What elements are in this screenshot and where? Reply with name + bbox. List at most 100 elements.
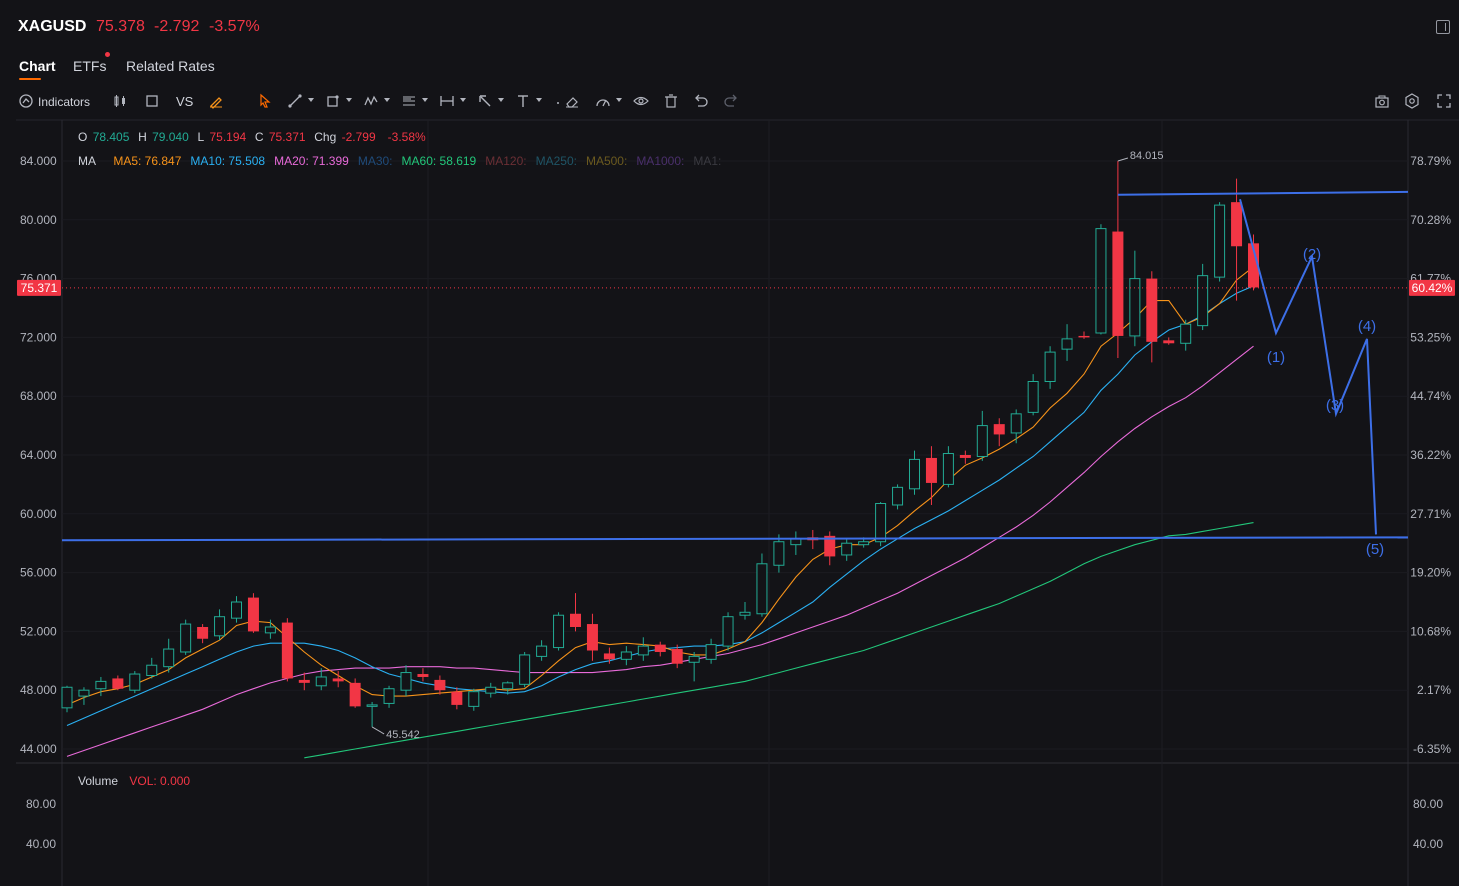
fib-icon[interactable] [401, 93, 417, 109]
candle [214, 609, 226, 641]
trend-line-icon[interactable] [287, 93, 303, 109]
y-tick-label-right: 2.17% [1417, 683, 1451, 697]
candle-body [942, 453, 954, 485]
candle [536, 640, 548, 661]
y-tick-label-left: 72.000 [20, 330, 57, 344]
candle-body [349, 682, 361, 707]
candle-body [61, 686, 73, 709]
last-percent-tag-label: 60.42% [1412, 281, 1453, 295]
trend-line-caret-icon[interactable] [308, 98, 314, 102]
ohlc-chg-label: Chg [314, 130, 337, 144]
y-tick-label-left: 60.000 [20, 507, 57, 521]
collapse-panel-icon[interactable] [1436, 20, 1450, 34]
candle [95, 676, 107, 697]
ma20-line [66, 345, 1254, 757]
candle [705, 638, 717, 664]
moving-average-lines [66, 266, 1254, 759]
ohlc-h-label: H [138, 130, 147, 144]
eraser-icon[interactable] [564, 93, 580, 109]
settings-icon[interactable] [1404, 93, 1420, 109]
candle-body [1231, 202, 1243, 247]
candle [892, 484, 904, 510]
ma-legend-item[interactable]: MA60: 58.619 [401, 154, 477, 168]
camera-icon[interactable] [1374, 93, 1390, 109]
y-tick-label-right: 53.25% [1410, 330, 1451, 344]
candle [366, 701, 378, 727]
redo-icon[interactable] [723, 93, 739, 109]
gauge-caret-icon[interactable] [616, 98, 622, 102]
candle-body [773, 541, 785, 566]
candle-body [620, 651, 632, 660]
volume-legend: Volume VOL: 0.000 [78, 774, 192, 788]
eye-icon[interactable] [633, 93, 649, 109]
y-tick-label-right: 44.74% [1410, 389, 1451, 403]
undo-icon[interactable] [693, 93, 709, 109]
cursor-icon[interactable] [257, 93, 273, 109]
tab-chart[interactable]: Chart [19, 58, 56, 74]
candle [281, 618, 293, 682]
price-change: -2.792 [154, 18, 200, 35]
candle-body [993, 424, 1005, 435]
volume-label: Volume [78, 774, 119, 788]
rectangle-icon[interactable] [144, 93, 160, 109]
candle-body [654, 644, 666, 652]
measure-caret-icon[interactable] [460, 98, 466, 102]
candle [451, 687, 463, 710]
low-callout-label: 45.542 [386, 729, 420, 741]
arrow-caret-icon[interactable] [498, 98, 504, 102]
candle [163, 638, 175, 673]
shapes-caret-icon[interactable] [346, 98, 352, 102]
ma-legend-item[interactable]: MA5: 76.847 [113, 154, 182, 168]
candle [942, 446, 954, 488]
tab-etfs[interactable]: ETFs [73, 58, 107, 74]
ma-legend-item[interactable]: MA500: [585, 154, 628, 168]
ma-legend-item[interactable]: MA1: [693, 154, 722, 168]
volume-tick-label-left: 80.00 [26, 797, 56, 811]
ohlc-change: -2.799 [341, 130, 376, 144]
candle-body [892, 486, 904, 506]
candle [993, 418, 1005, 447]
ma-legend-item[interactable]: MA250: [535, 154, 577, 168]
ma-legend-item[interactable]: MA10: 75.508 [190, 154, 266, 168]
gauge-icon[interactable] [595, 93, 611, 109]
trash-icon[interactable] [663, 93, 679, 109]
ma-legend-item[interactable]: MA1000: [636, 154, 685, 168]
text-icon[interactable] [515, 93, 531, 109]
candle-body [1112, 231, 1124, 336]
candle-type-icon[interactable] [112, 93, 128, 109]
candle [1027, 374, 1039, 416]
ohlc-close: 75.371 [268, 130, 306, 144]
ma-legend[interactable]: MA MA5: 76.847 MA10: 75.508 MA20: 71.399 MA… [78, 154, 730, 168]
fullscreen-icon[interactable] [1436, 93, 1452, 109]
ma-legend-item[interactable]: MA30: [357, 154, 393, 168]
ma-legend-item[interactable]: MA120: [485, 154, 527, 168]
candle-body [1010, 413, 1022, 434]
candle-body [78, 689, 90, 697]
candle-body [1129, 278, 1141, 337]
candle [231, 596, 242, 623]
compare-button[interactable]: VS [176, 94, 194, 109]
indicators-icon[interactable] [18, 93, 34, 109]
candle-body [790, 538, 802, 546]
fib-caret-icon[interactable] [422, 98, 428, 102]
indicators-button[interactable]: Indicators [38, 95, 91, 109]
ma-legend-item[interactable]: MA20: 71.399 [274, 154, 349, 168]
tab-related-rates[interactable]: Related Rates [126, 58, 215, 74]
candle [1180, 319, 1192, 351]
ohlc-low: 75.194 [209, 130, 247, 144]
wave-label: (5) [1366, 541, 1384, 558]
candle [349, 678, 361, 708]
text-caret-icon[interactable] [536, 98, 542, 102]
pattern-caret-icon[interactable] [384, 98, 390, 102]
symbol-title[interactable]: XAGUSD [18, 18, 87, 35]
brush-icon[interactable] [208, 93, 224, 109]
measure-icon[interactable] [439, 93, 455, 109]
candle [1129, 250, 1141, 347]
arrow-icon[interactable] [477, 93, 493, 109]
shapes-icon[interactable] [325, 93, 341, 109]
dot-separator-icon [550, 93, 566, 109]
candle-body [468, 691, 480, 707]
pattern-icon[interactable] [363, 93, 379, 109]
candle-body [1214, 204, 1226, 278]
